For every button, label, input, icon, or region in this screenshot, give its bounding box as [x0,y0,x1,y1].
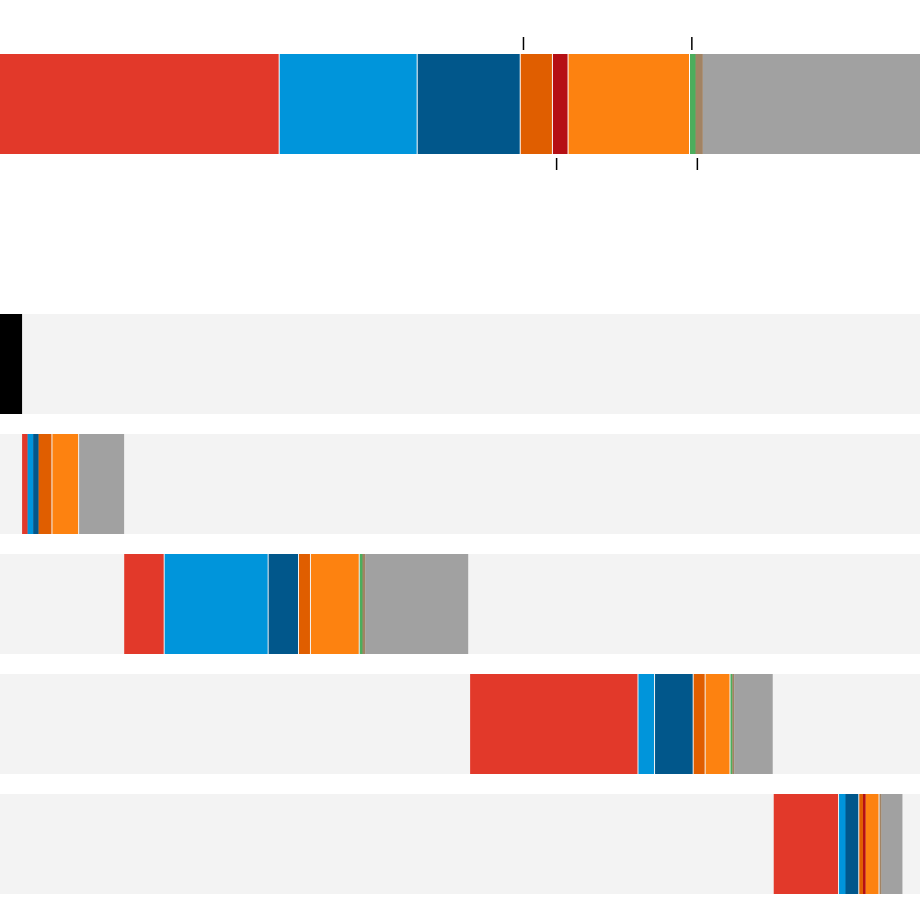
row-5-segment-4 [859,794,863,894]
row-3-segment-7 [359,554,363,654]
row-4-segment-1 [470,674,638,774]
row-3-segment-3 [268,554,298,654]
row-3-segment-8 [362,554,366,654]
row-2-segment-1 [22,434,28,534]
row-3 [0,554,920,654]
row-5-segment-5 [862,794,866,894]
breakdown-rows [0,314,920,894]
total-segment-8 [695,54,703,154]
row-3-segment-2 [164,554,268,654]
total-segment-5 [552,54,568,154]
row-5-segment-9 [881,794,903,894]
row-5-segment-6 [865,794,879,894]
total-segment-2 [279,54,417,154]
total-segment-9 [702,54,920,154]
row-2-segment-2 [27,434,34,534]
total-bar [0,54,920,154]
total-segment-1 [0,54,279,154]
total-segment-6 [568,54,689,154]
row-3-segment-1 [124,554,164,654]
row-2-segment-6 [52,434,79,534]
row-3-segment-6 [310,554,359,654]
row-5-segment-1 [773,794,839,894]
row-2-segment-9 [79,434,125,534]
row-5 [0,794,920,894]
row-4-segment-9 [734,674,773,774]
total-segment-3 [417,54,520,154]
row-4-segment-6 [705,674,730,774]
row-5-segment-8 [879,794,882,894]
total-bar-ticks [522,37,699,170]
row-4-segment-3 [655,674,693,774]
row-4-segment-8 [732,674,735,774]
row-3-segment-9 [365,554,469,654]
row-track [0,314,920,414]
row-4 [0,674,920,774]
row-track [0,434,920,534]
row-4-segment-7 [730,674,733,774]
row-1 [0,314,920,414]
row-track [0,794,920,894]
row-1-segment-1 [0,314,23,414]
row-4-segment-4 [693,674,705,774]
row-5-segment-3 [845,794,859,894]
total-segment-4 [520,54,552,154]
row-2-segment-3 [33,434,39,534]
row-2 [0,434,920,534]
row-5-segment-2 [839,794,846,894]
row-3-segment-4 [299,554,310,654]
row-2-segment-4 [38,434,52,534]
row-track [0,674,920,774]
total-segment-7 [690,54,696,154]
row-4-segment-2 [638,674,655,774]
